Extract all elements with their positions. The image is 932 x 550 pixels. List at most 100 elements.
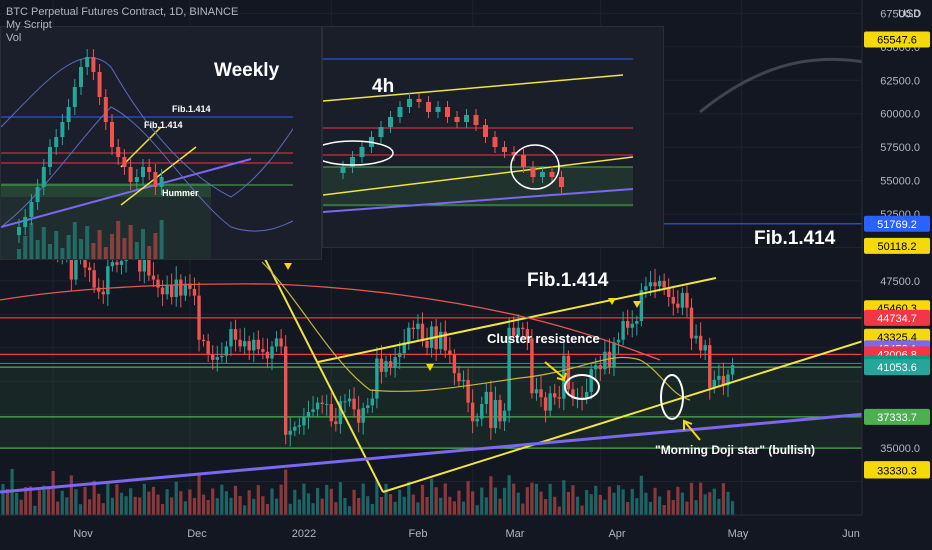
candle-body [566,355,571,390]
price-tick-label: 35000.0 [880,443,920,455]
volume-bar [243,505,247,515]
inset-candle-body [416,99,422,102]
inset-candle-body [350,157,355,167]
volume-bar [92,480,96,515]
volume-bar [46,486,51,515]
volume-bar [544,499,548,515]
candle-body [402,342,406,354]
candle-body [220,355,224,358]
candle-body [338,401,343,425]
arrow-head [683,419,693,430]
volume-bar [516,492,520,515]
inset-candle-body [23,217,28,227]
volume-bar [279,484,283,515]
inset-volume-bar [23,236,28,259]
volume-bar [133,496,137,515]
volume-bar [261,496,265,515]
price-tag-label: 51769.2 [877,219,917,231]
candle-body [439,331,443,350]
candle-body [644,286,648,291]
volume-bar [452,501,456,515]
inset-candle-body [521,155,526,167]
candle-body [293,426,297,431]
candle-body [698,335,703,351]
volume-bar [671,500,675,515]
volume-bar [151,486,156,515]
volume-bar [603,499,607,515]
candle-body [247,341,251,351]
volume-bar [471,491,475,515]
inset-candle-body [60,122,65,137]
inset-candle-body [17,227,21,235]
volume-bar [156,494,160,515]
volume-bar [712,488,716,515]
volume-indicator-name[interactable]: Vol [6,32,22,44]
inset-candle-body [340,167,346,173]
candle-body [110,262,115,267]
volume-bar [138,497,142,515]
candle-body [466,379,470,403]
channel-line [261,252,384,493]
candle-body [721,375,726,386]
candle-body [662,280,666,288]
candle-body [625,321,630,328]
weekly-fib-label: Fib.1.414 [172,104,211,114]
time-tick-label: Mar [506,528,525,540]
price-tag-label: 65547.6 [877,34,917,46]
candle-body [352,398,356,410]
candle-body [712,379,717,388]
volume-bar [334,502,338,515]
volume-bar [539,491,543,515]
volume-bar [56,501,60,515]
volume-bar [60,490,64,515]
inset-volume-bar [103,247,108,259]
candle-body [530,338,534,394]
candle-body [539,389,543,398]
candle-body [717,375,721,380]
inset-candle-body [559,177,564,187]
weekly-inset-plot [1,27,321,259]
inset-candle-body [48,147,52,167]
inset-candle-body [134,177,139,182]
volume-bar [352,489,356,515]
symbol-title[interactable]: BTC Perpetual Futures Contract, 1D, BINA… [6,6,239,18]
candle-body [635,321,639,324]
volume-bar [88,499,92,515]
candle-body [366,405,370,408]
volume-bar [703,494,707,515]
inset-candle-body [85,57,90,67]
candle-body [594,365,598,370]
candle-body [689,307,694,339]
candle-body [343,401,347,403]
inset-volume-bar [153,233,158,259]
weekly-label: Weekly [214,60,280,81]
indicator-name[interactable]: My Script [6,19,52,31]
volume-bar [124,496,128,515]
volume-bar [434,487,438,515]
volume-bar [448,496,452,515]
candle-body [165,284,169,295]
four-hour-inset-plot [323,27,663,247]
candle-body [557,397,561,399]
candle-body [498,399,502,422]
volume-bar [580,505,584,515]
volume-bar [1,484,5,515]
volume-bar [475,505,479,515]
inset-volume-bar [97,230,102,259]
volume-bar [644,492,648,515]
volume-bar [616,485,621,515]
volume-bar [685,501,689,515]
inset-candle-body [110,122,114,147]
candle-body [571,389,575,399]
volume-bar [97,493,101,515]
inset-candle-body [122,157,127,167]
volume-bar [416,502,420,515]
candle-body [315,402,320,410]
candle-body [192,288,197,296]
volume-bar [65,497,69,515]
volume-bar [699,482,703,515]
volume-bar [411,494,415,515]
volume-bar [74,489,78,515]
inset-candle-body [483,125,488,137]
